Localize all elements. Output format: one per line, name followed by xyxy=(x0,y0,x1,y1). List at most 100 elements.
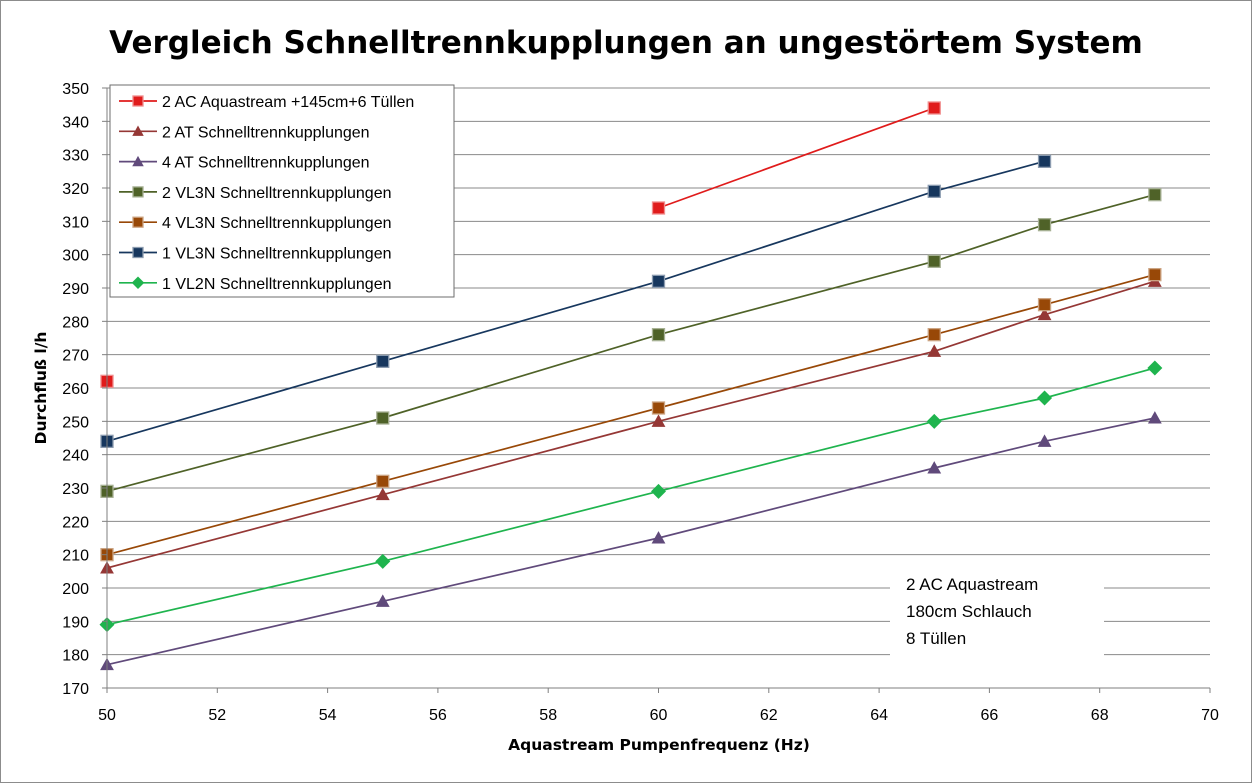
annotation-line-1: 2 AC Aquastream xyxy=(906,575,1038,594)
y-tick-label: 230 xyxy=(62,481,89,498)
data-point xyxy=(927,328,941,342)
data-point xyxy=(1148,268,1162,282)
legend-label: 1 VL3N Schnelltrennkupplungen xyxy=(162,246,392,263)
data-point xyxy=(1147,360,1163,376)
legend-label: 4 VL3N Schnelltrennkupplungen xyxy=(162,215,392,232)
data-point xyxy=(376,354,390,368)
y-tick-label: 260 xyxy=(62,381,89,398)
data-point xyxy=(651,483,666,499)
legend-item: 2 AC Aquastream +145cm+6 Tüllen xyxy=(119,94,414,111)
x-tick-label: 68 xyxy=(1091,707,1109,724)
tick-labels: 170 180 190 200 210 220 230 240 250 260 270 280 290 3… xyxy=(62,81,1219,724)
axes xyxy=(102,87,1211,693)
legend-item: 4 VL3N Schnelltrennkupplungen xyxy=(119,215,392,232)
x-tick-label: 50 xyxy=(98,707,116,724)
legend-label: 1 VL2N Schnelltrennkupplungen xyxy=(162,276,392,293)
y-tick-label: 220 xyxy=(62,514,89,531)
y-tick-label: 240 xyxy=(62,448,89,465)
data-point xyxy=(651,414,666,427)
series-line xyxy=(106,273,1156,556)
legend-box xyxy=(109,84,455,298)
data-point xyxy=(376,411,390,425)
x-tick-label: 70 xyxy=(1201,707,1219,724)
data-point xyxy=(927,344,942,357)
legend-marker xyxy=(132,95,144,107)
legend-item: 4 AT Schnelltrennkupplungen xyxy=(119,155,370,172)
legend-marker xyxy=(132,125,144,136)
x-tick-label: 66 xyxy=(981,707,999,724)
data-point xyxy=(651,401,666,415)
data-point xyxy=(1037,154,1052,168)
data-point xyxy=(375,594,390,607)
x-tick-label: 54 xyxy=(319,707,337,724)
legend-label: 2 VL3N Schnelltrennkupplungen xyxy=(162,185,392,202)
annotation-line-2: 180cm Schlauch xyxy=(906,602,1032,621)
data-point xyxy=(1037,307,1052,321)
y-tick-label: 320 xyxy=(62,181,89,198)
legend-marker xyxy=(132,186,144,198)
data-point xyxy=(926,413,942,429)
legend-item: 2 VL3N Schnelltrennkupplungen xyxy=(119,185,392,202)
y-tick-label: 310 xyxy=(62,214,89,231)
x-tick-label: 56 xyxy=(429,707,447,724)
y-tick-label: 190 xyxy=(62,614,89,631)
legend-marker xyxy=(132,155,144,167)
legend-item: 1 VL3N Schnelltrennkupplungen xyxy=(119,246,392,263)
annotation-line-3: 8 Tüllen xyxy=(906,629,966,648)
legend-label: 2 AC Aquastream +145cm+6 Tüllen xyxy=(162,94,414,111)
y-tick-label: 280 xyxy=(62,314,89,331)
x-tick-label: 64 xyxy=(870,707,888,724)
legend-item: 2 AT Schnelltrennkupplungen xyxy=(119,124,370,141)
y-tick-label: 290 xyxy=(62,281,89,298)
data-point xyxy=(1037,298,1052,312)
series-line xyxy=(106,280,1156,569)
y-tick-label: 180 xyxy=(62,648,89,665)
x-tick-label: 52 xyxy=(208,707,226,724)
x-tick-label: 62 xyxy=(760,707,778,724)
series-line xyxy=(106,193,1156,493)
y-tick-label: 300 xyxy=(62,248,89,265)
legend: 2 AC Aquastream +145cm+6 Tüllen 2 AT Schn… xyxy=(109,84,455,298)
data-point xyxy=(376,474,390,488)
y-tick-label: 170 xyxy=(62,681,89,698)
series-line xyxy=(106,417,1156,666)
y-tick-label: 340 xyxy=(62,114,89,131)
x-tick-label: 58 xyxy=(539,707,557,724)
series-line xyxy=(658,107,935,209)
data-point xyxy=(1037,434,1052,447)
data-point xyxy=(927,254,941,268)
y-tick-label: 350 xyxy=(62,81,89,98)
data-point xyxy=(927,184,941,198)
series-2 xyxy=(100,274,1162,574)
data-point xyxy=(375,553,391,569)
data-point xyxy=(375,487,390,501)
legend-marker xyxy=(132,216,144,228)
y-tick-label: 200 xyxy=(62,581,89,598)
legend-label: 2 AT Schnelltrennkupplungen xyxy=(162,124,370,141)
legend-marker xyxy=(132,246,144,259)
y-tick-label: 250 xyxy=(62,414,89,431)
series-4 xyxy=(100,188,1162,498)
data-point xyxy=(1147,411,1162,424)
y-tick-label: 330 xyxy=(62,148,89,165)
x-tick-label: 60 xyxy=(650,707,668,724)
data-point xyxy=(651,531,666,544)
y-tick-label: 270 xyxy=(62,348,89,365)
data-point xyxy=(927,461,942,474)
chart-title: Vergleich Schnelltrennkupplungen an unge… xyxy=(109,25,1143,61)
y-axis-title: Durchfluß l/h xyxy=(32,332,50,445)
data-point xyxy=(1037,218,1052,232)
legend-marker xyxy=(131,276,145,290)
data-point xyxy=(1148,188,1162,202)
legend-label: 4 AT Schnelltrennkupplungen xyxy=(162,155,370,172)
data-point xyxy=(651,328,666,342)
y-tick-label: 210 xyxy=(62,548,89,565)
data-point xyxy=(651,274,666,288)
series-5 xyxy=(100,268,1162,562)
series-layer xyxy=(99,101,1163,671)
annotation-box: 2 AC Aquastream 180cm Schlauch 8 Tüllen xyxy=(890,567,1104,659)
legend-item: 1 VL2N Schnelltrennkupplungen xyxy=(119,276,392,293)
data-point xyxy=(651,201,666,215)
x-axis-title: Aquastream Pumpenfrequenz (Hz) xyxy=(508,736,810,754)
